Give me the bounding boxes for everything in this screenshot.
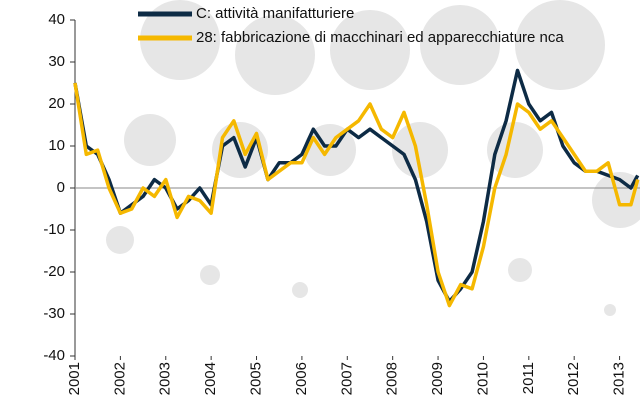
y-tick-label: -10 (43, 221, 65, 238)
legend-label: 28: fabbricazione di macchinari ed appar… (196, 29, 564, 46)
y-tick-label: 20 (48, 95, 65, 112)
x-tick-label: 2013 (611, 362, 628, 395)
background-dots (106, 0, 640, 316)
x-tick-label: 2010 (474, 362, 491, 395)
x-tick-label: 2008 (384, 362, 401, 395)
y-tick-label: -20 (43, 263, 65, 280)
chart: -40 -30 -20 -10 0 10 20 30 40 2001 2002 2003 2004 200… (0, 0, 640, 415)
series-line (75, 70, 638, 301)
y-tick-label: -40 (43, 347, 65, 364)
x-tick-label: 2006 (293, 362, 310, 395)
x-tick-label: 2004 (202, 362, 219, 395)
x-tick-label: 2001 (66, 362, 83, 395)
x-tick-label: 2002 (111, 362, 128, 395)
x-tick-label: 2003 (157, 362, 174, 395)
y-tick-label: 30 (48, 53, 65, 70)
x-tick-label: 2012 (565, 362, 582, 395)
y-tick-label: 10 (48, 137, 65, 154)
y-tick-label: 0 (57, 179, 65, 196)
legend-label: C: attività manifatturiere (196, 5, 354, 22)
y-tick-label: 40 (48, 11, 65, 28)
y-tick-label: -30 (43, 305, 65, 322)
x-tick-label: 2009 (429, 362, 446, 395)
x-tick-label: 2011 (520, 362, 537, 394)
x-tick-label: 2007 (338, 362, 355, 395)
x-tick-label: 2005 (247, 362, 264, 395)
